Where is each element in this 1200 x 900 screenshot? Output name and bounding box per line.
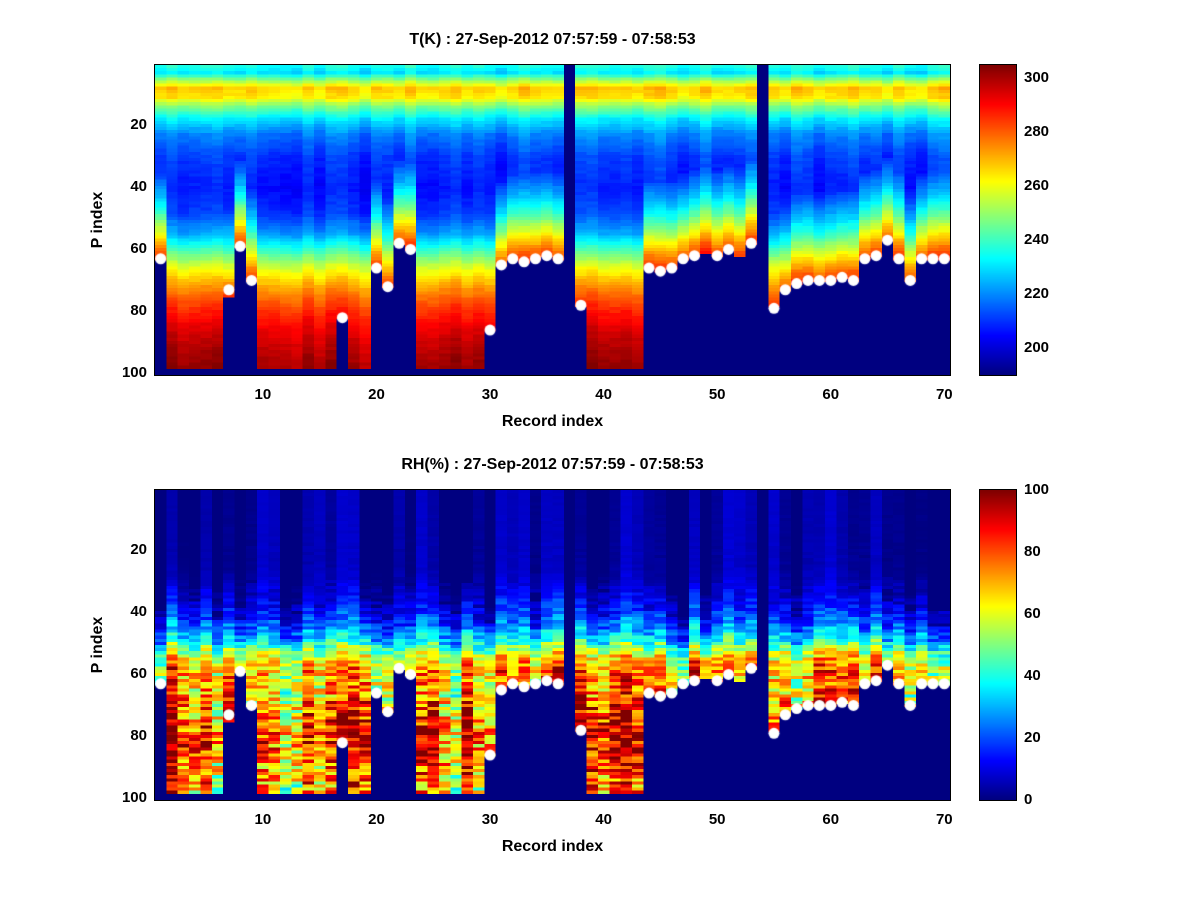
y-tick-label: 100 [121,789,147,807]
humidity-heatmap-axes [154,489,951,801]
x-tick-label: 40 [595,386,612,403]
x-tick-label: 10 [254,386,272,403]
temperature-x-axis-label: Record index [501,413,604,430]
x-tick-label: 30 [481,386,499,403]
y-tick-label: 20 [130,116,147,134]
temperature-colorbar-gradient [980,65,1016,375]
temperature-heatmap-axes [154,64,951,376]
x-tick-label: 60 [822,811,840,828]
x-tick-label: 30 [481,811,499,828]
y-tick-label: 60 [130,665,147,683]
x-tick-label: 40 [595,811,612,828]
humidity-plot-title: RH(%) : 27-Sep-2012 07:57:59 - 07:58:53 [401,456,704,473]
colorbar-tick-label: 60 [1024,605,1041,622]
temperature-surface-markers [155,65,950,375]
y-tick-label: 20 [130,541,147,559]
temperature-plot-title: T(K) : 27-Sep-2012 07:57:59 - 07:58:53 [409,31,696,48]
colorbar-tick-label: 20 [1024,729,1041,746]
humidity-surface-markers [155,490,950,800]
colorbar-tick-label: 240 [1024,231,1050,249]
colorbar-tick-label: 200 [1024,339,1050,357]
x-tick-label: 10 [254,811,272,828]
colorbar-tick-label: 80 [1024,543,1041,560]
x-tick-label: 50 [708,386,726,403]
humidity-x-axis-label: Record index [501,838,604,855]
colorbar-tick-label: 100 [1024,481,1050,498]
y-tick-label: 100 [121,364,147,382]
x-tick-label: 20 [368,811,385,828]
y-tick-label: 80 [130,727,147,745]
colorbar-tick-label: 40 [1024,667,1041,684]
y-tick-label: 80 [130,302,147,320]
colorbar-tick-label: 300 [1024,69,1050,87]
x-tick-label: 70 [935,386,953,403]
humidity-colorbar-gradient [980,490,1016,800]
x-tick-label: 60 [822,386,840,403]
colorbar-tick-label: 220 [1024,285,1050,303]
x-tick-label: 70 [935,811,953,828]
x-tick-label: 50 [708,811,726,828]
temperature-colorbar [979,64,1017,376]
humidity-colorbar [979,489,1017,801]
colorbar-tick-label: 280 [1024,123,1050,141]
colorbar-tick-label: 0 [1024,791,1033,808]
y-tick-label: 40 [130,603,147,621]
y-tick-label: 40 [130,178,147,196]
y-tick-label: 60 [130,240,147,258]
x-tick-label: 20 [368,386,385,403]
colorbar-tick-label: 260 [1024,177,1050,195]
